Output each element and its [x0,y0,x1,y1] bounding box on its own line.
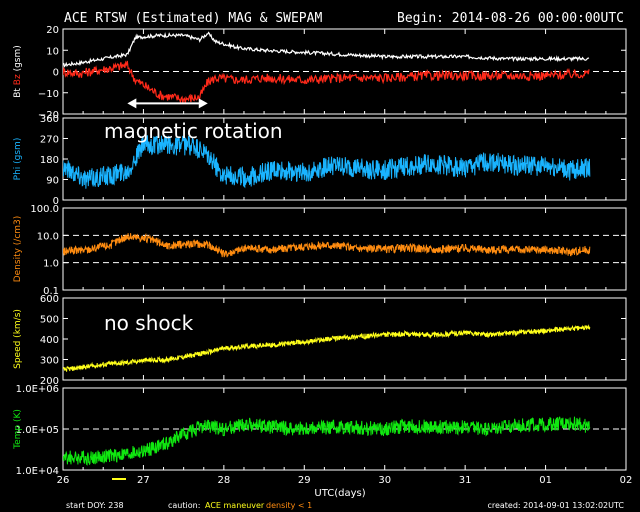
y-tick-label: 1.0E+05 [16,425,59,436]
y-tick-label: 270 [40,135,59,146]
y-tick-label: 1.0E+04 [16,466,59,477]
y-tick-label: 400 [40,335,59,346]
caution-label: caution: [168,501,200,510]
y-tick-label: 10 [46,46,59,57]
y-axis-label-part: (gsm) [13,45,23,74]
series-bz [63,60,590,105]
y-tick-label: 20 [46,25,59,36]
panel-density: 100.0 10.0 1.0 0.1 Density (/cm3) [13,204,627,297]
y-tick-label: 1.0 [43,259,59,270]
x-tick-label: 30 [378,475,391,486]
created-time: created: 2014-09-01 13:02:02UTC [487,501,624,510]
panel-speed: 600 500 400 300 200 Speed (km/s) no shock [13,294,627,387]
y-tick-label: 180 [40,155,59,166]
y-tick-label: 1.0E+06 [16,384,59,395]
x-tick-label: 26 [57,475,70,486]
series-group [63,135,591,189]
series-speed [63,324,591,372]
annotation-text: no shock [104,311,194,335]
y-tick-label: 90 [46,176,59,187]
y-tick-label: 0 [53,196,59,207]
y-axis-label-part: Bz [13,74,23,88]
y-tick-label: 0.1 [43,286,59,297]
x-tick-label: 28 [217,475,230,486]
annotation-arrow-head-right [198,98,208,109]
caution-density: density < 1 [266,501,312,510]
x-tick-label: 01 [539,475,552,486]
y-axis-label: Density (/cm3) [13,216,23,283]
x-tick-label: 31 [459,475,472,486]
start-doy: start DOY: 238 [66,501,124,510]
y-axis-label: Bt Bz (gsm) [13,45,23,98]
y-tick-label: 200 [40,376,59,387]
annotation-text: magnetic rotation [104,119,283,143]
y-tick-label: 300 [40,356,59,367]
y-tick-label: −20 [38,110,59,121]
series-bt [63,31,590,68]
series-density [63,232,591,258]
y-tick-label: 0 [53,68,59,79]
panels: 20 10 0 −10 −20 Bt Bz (gsm) 360 270 180 90 0 Phi (g… [13,25,632,486]
series-group [63,232,591,258]
panel-mag: 20 10 0 −10 −20 Bt Bz (gsm) [13,25,627,121]
caution-maneuver: ACE maneuver [205,501,265,510]
y-tick-label: 100.0 [30,204,59,215]
x-axis-label: UTC(days) [314,488,365,499]
series-group [63,31,590,105]
y-axis-label: Temp (K) [13,409,23,450]
y-tick-label: 10.0 [37,231,59,242]
series-phi [63,135,591,189]
x-tick-label: 27 [137,475,150,486]
y-tick-label: 360 [40,114,59,125]
x-tick-label: 02 [620,475,633,486]
series-group [63,416,591,466]
series-temp [63,416,591,466]
series-group [63,324,591,372]
y-tick-label: 500 [40,315,59,326]
y-tick-label: 600 [40,294,59,305]
y-axis-label-part: Bt [13,88,23,98]
panel-phi: 360 270 180 90 0 Phi (gsm) magnetic rotation [13,114,627,207]
annotation-arrow-head-left [127,98,137,109]
plot-title: ACE RTSW (Estimated) MAG & SWEPAM [64,11,322,26]
y-axis-label: Speed (km/s) [13,309,23,369]
y-tick-label: −10 [38,89,59,100]
x-tick-label: 29 [298,475,311,486]
begin-time: Begin: 2014-08-26 00:00:00UTC [397,11,624,26]
y-axis-label: Phi (gsm) [13,138,23,181]
